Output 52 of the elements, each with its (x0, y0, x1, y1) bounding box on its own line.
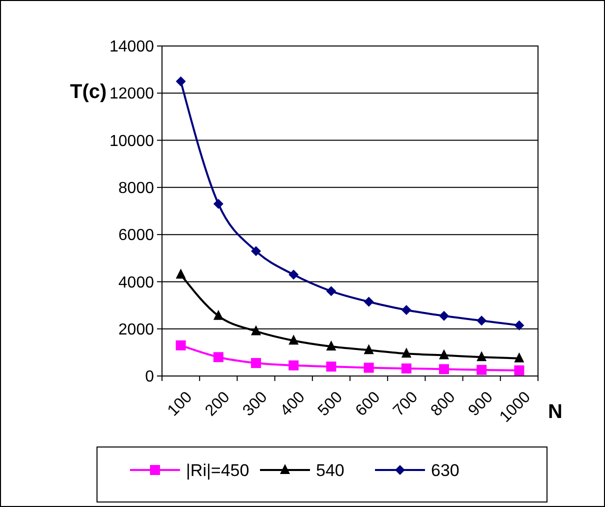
point (326, 340, 336, 351)
x-tick-label: 300 (240, 388, 271, 420)
point (476, 316, 487, 326)
point (288, 270, 299, 280)
x-tick-label: 400 (277, 388, 308, 420)
y-tick-label: 0 (145, 368, 154, 386)
point (251, 246, 261, 256)
point (251, 358, 261, 368)
x-axis-title: N (548, 401, 562, 423)
y-axis-title: T(c) (70, 81, 107, 103)
point (176, 76, 186, 86)
point (514, 352, 524, 362)
x-tick-label: 100 (164, 388, 196, 420)
point (364, 362, 374, 373)
point (326, 362, 336, 372)
point (288, 360, 299, 370)
y-tick-label: 6000 (118, 227, 154, 244)
point (213, 352, 224, 362)
x-tick-label: 900 (465, 388, 496, 420)
x-tick-label: 200 (202, 388, 234, 420)
point (514, 320, 524, 330)
point (476, 364, 487, 375)
x-tick-label: 500 (315, 388, 346, 420)
y-tick-label: 10000 (110, 132, 154, 150)
point (401, 348, 412, 358)
point (476, 351, 487, 362)
point (364, 344, 374, 354)
legend-label: 630 (431, 460, 460, 480)
point (251, 325, 261, 336)
point (364, 296, 374, 307)
y-tick-label: 12000 (110, 86, 154, 103)
point (439, 310, 449, 321)
point (326, 286, 336, 296)
point (401, 305, 412, 315)
y-tick-label: 4000 (118, 274, 154, 292)
point (176, 268, 186, 279)
y-tick-label: 8000 (118, 180, 154, 198)
y-tick-label: 2000 (118, 321, 154, 338)
point (439, 364, 449, 374)
point (401, 363, 412, 374)
point (213, 198, 224, 209)
point (176, 340, 186, 350)
point (288, 334, 299, 345)
legend-label: 540 (316, 460, 344, 480)
point (213, 310, 224, 320)
point (439, 349, 449, 360)
x-tick-label: 700 (390, 388, 422, 420)
y-tick-label: 14000 (110, 38, 154, 56)
x-tick-label: 600 (352, 388, 384, 420)
point (514, 365, 524, 376)
x-tick-label: 800 (428, 388, 459, 420)
legend-label: |Ri|=450 (186, 460, 250, 480)
